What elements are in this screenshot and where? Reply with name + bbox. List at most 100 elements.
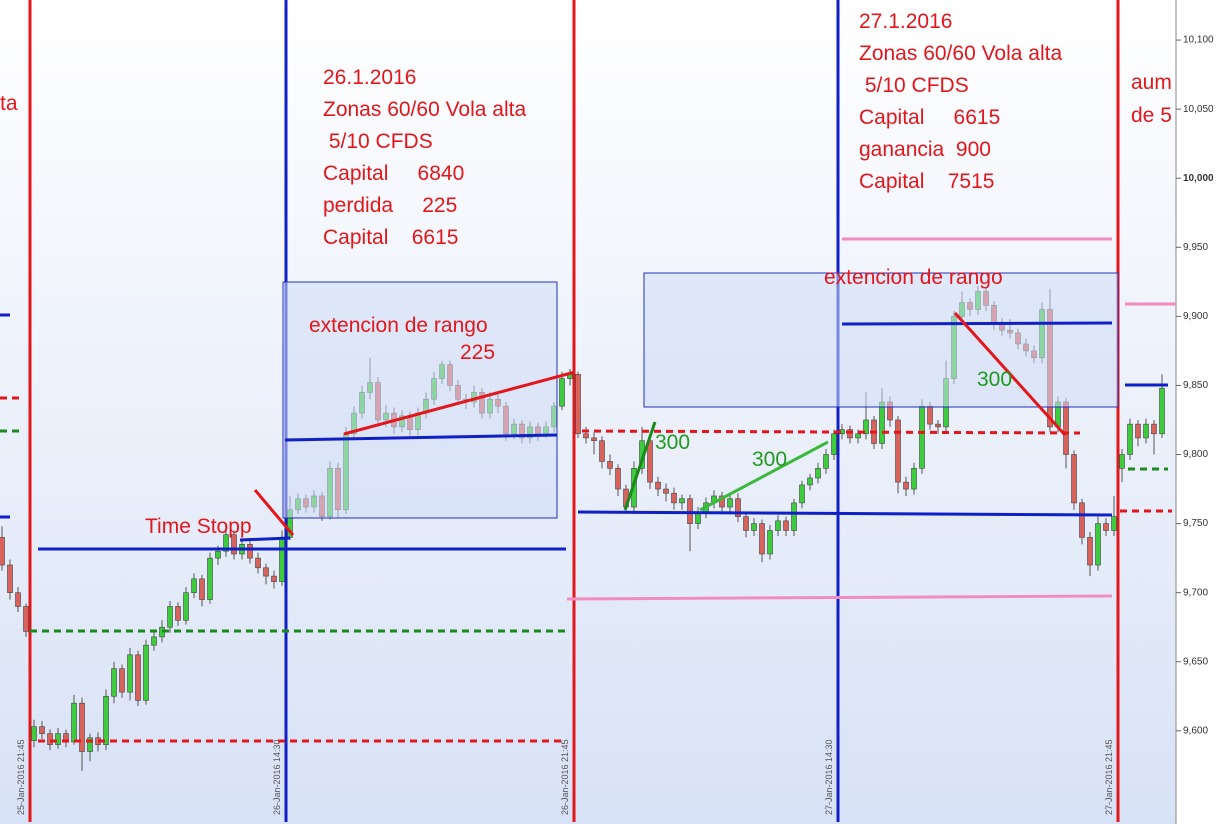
annotation: Capital 6615 [859,106,1000,129]
candle-body [255,557,261,569]
candle-body [1063,401,1069,455]
candle-body [247,544,253,559]
candle-body [1071,454,1077,504]
trend-line [623,421,657,511]
annotation: ganancia 900 [859,138,991,161]
candle-body [1127,423,1133,455]
candle-body [207,557,213,600]
x-tick-label: 26-Jan-2016 14:30 [272,739,282,815]
candle-body [1119,454,1125,469]
trend-line [699,440,829,512]
annotation: extencion de rango [824,266,1003,289]
y-tick-label: 9,950 [1183,242,1208,253]
candle-body [727,498,733,508]
candle-body [87,737,93,752]
y-tick-label: 9,700 [1183,587,1208,598]
candle-body [1095,523,1101,566]
annotation: ta [0,92,18,115]
candle-body [855,433,861,439]
candle-body [231,534,237,555]
candle-body [743,516,749,531]
candle-body [615,468,621,490]
annotation: Capital 7515 [859,170,994,193]
y-tick-label: 9,600 [1183,725,1208,736]
candle-body [271,575,277,582]
candle-body [23,606,29,632]
y-tick-label: 9,750 [1183,518,1208,529]
y-tick-label: 9,900 [1183,311,1208,322]
candle-body [1151,423,1157,435]
candle-body [911,468,917,490]
candle-body [847,429,853,439]
level-line [239,536,291,542]
annotation: Zonas 60/60 Vola alta [323,98,526,121]
annotation: Capital 6615 [323,226,458,249]
candle-body [647,440,653,483]
annotation: 27.1.2016 [859,10,952,33]
candle-body [111,668,117,697]
candle-body [767,530,773,555]
candle-body [191,578,197,593]
candle-body [775,520,781,531]
candle-body [799,484,805,504]
candle-body [0,537,5,566]
annotation: 300 [752,448,787,471]
candle-body [183,592,189,621]
annotation: extencion de rango [309,314,488,337]
candle-body [79,702,85,752]
candle-body [927,405,933,425]
candle-body [863,419,869,435]
level-line [577,510,1113,517]
candle-body [751,523,757,531]
candle-body [903,481,909,490]
y-tick-label: 10,000 [1183,173,1214,184]
x-tick-label: 27-Jan-2016 21:45 [1104,739,1114,815]
annotation: Time Stopp [145,515,252,538]
candle-body [135,654,141,701]
candle-body [695,512,701,524]
level-line [566,594,1113,601]
candle-body [223,534,229,552]
candle-body [15,592,21,607]
candle-body [71,702,77,743]
x-tick-label: 27-Jan-2016 14:30 [824,739,834,815]
annotation: 26.1.2016 [323,66,416,89]
candle-body [559,378,565,407]
candle-body [127,654,133,693]
annotation: 5/10 CFDS [859,74,969,97]
level-line [284,433,558,442]
candle-body [1143,423,1149,439]
candle-body [199,578,205,600]
y-tick-label: 9,800 [1183,449,1208,460]
candle-body [879,401,885,444]
trend-line [953,311,1067,437]
x-tick-label: 25-Jan-2016 21:45 [16,739,26,815]
candle-body [167,606,173,628]
candle-body [31,726,37,741]
candle-body [935,423,941,428]
candle-body [143,644,149,701]
range-box [643,272,1119,408]
candle-body [599,440,605,462]
y-tick-label: 10,050 [1183,104,1214,115]
annotation: perdida 225 [323,194,457,217]
candle-body [1159,387,1165,435]
annotation: 300 [977,368,1012,391]
candle-body [1087,537,1093,566]
x-tick-label: 26-Jan-2016 21:45 [560,739,570,815]
candle-body [831,433,837,455]
candle-body [1135,423,1141,439]
candle-body [119,668,125,693]
candle-body [279,537,285,582]
candle-body [671,492,677,504]
candle-body [759,523,765,555]
candle-body [1103,523,1109,531]
candle-body [103,695,109,745]
candle-body [1111,516,1117,531]
candle-body [919,405,925,469]
candle-body [7,564,13,593]
trend-line [343,370,576,436]
candle-body [1079,502,1085,538]
drawings [0,237,1176,743]
